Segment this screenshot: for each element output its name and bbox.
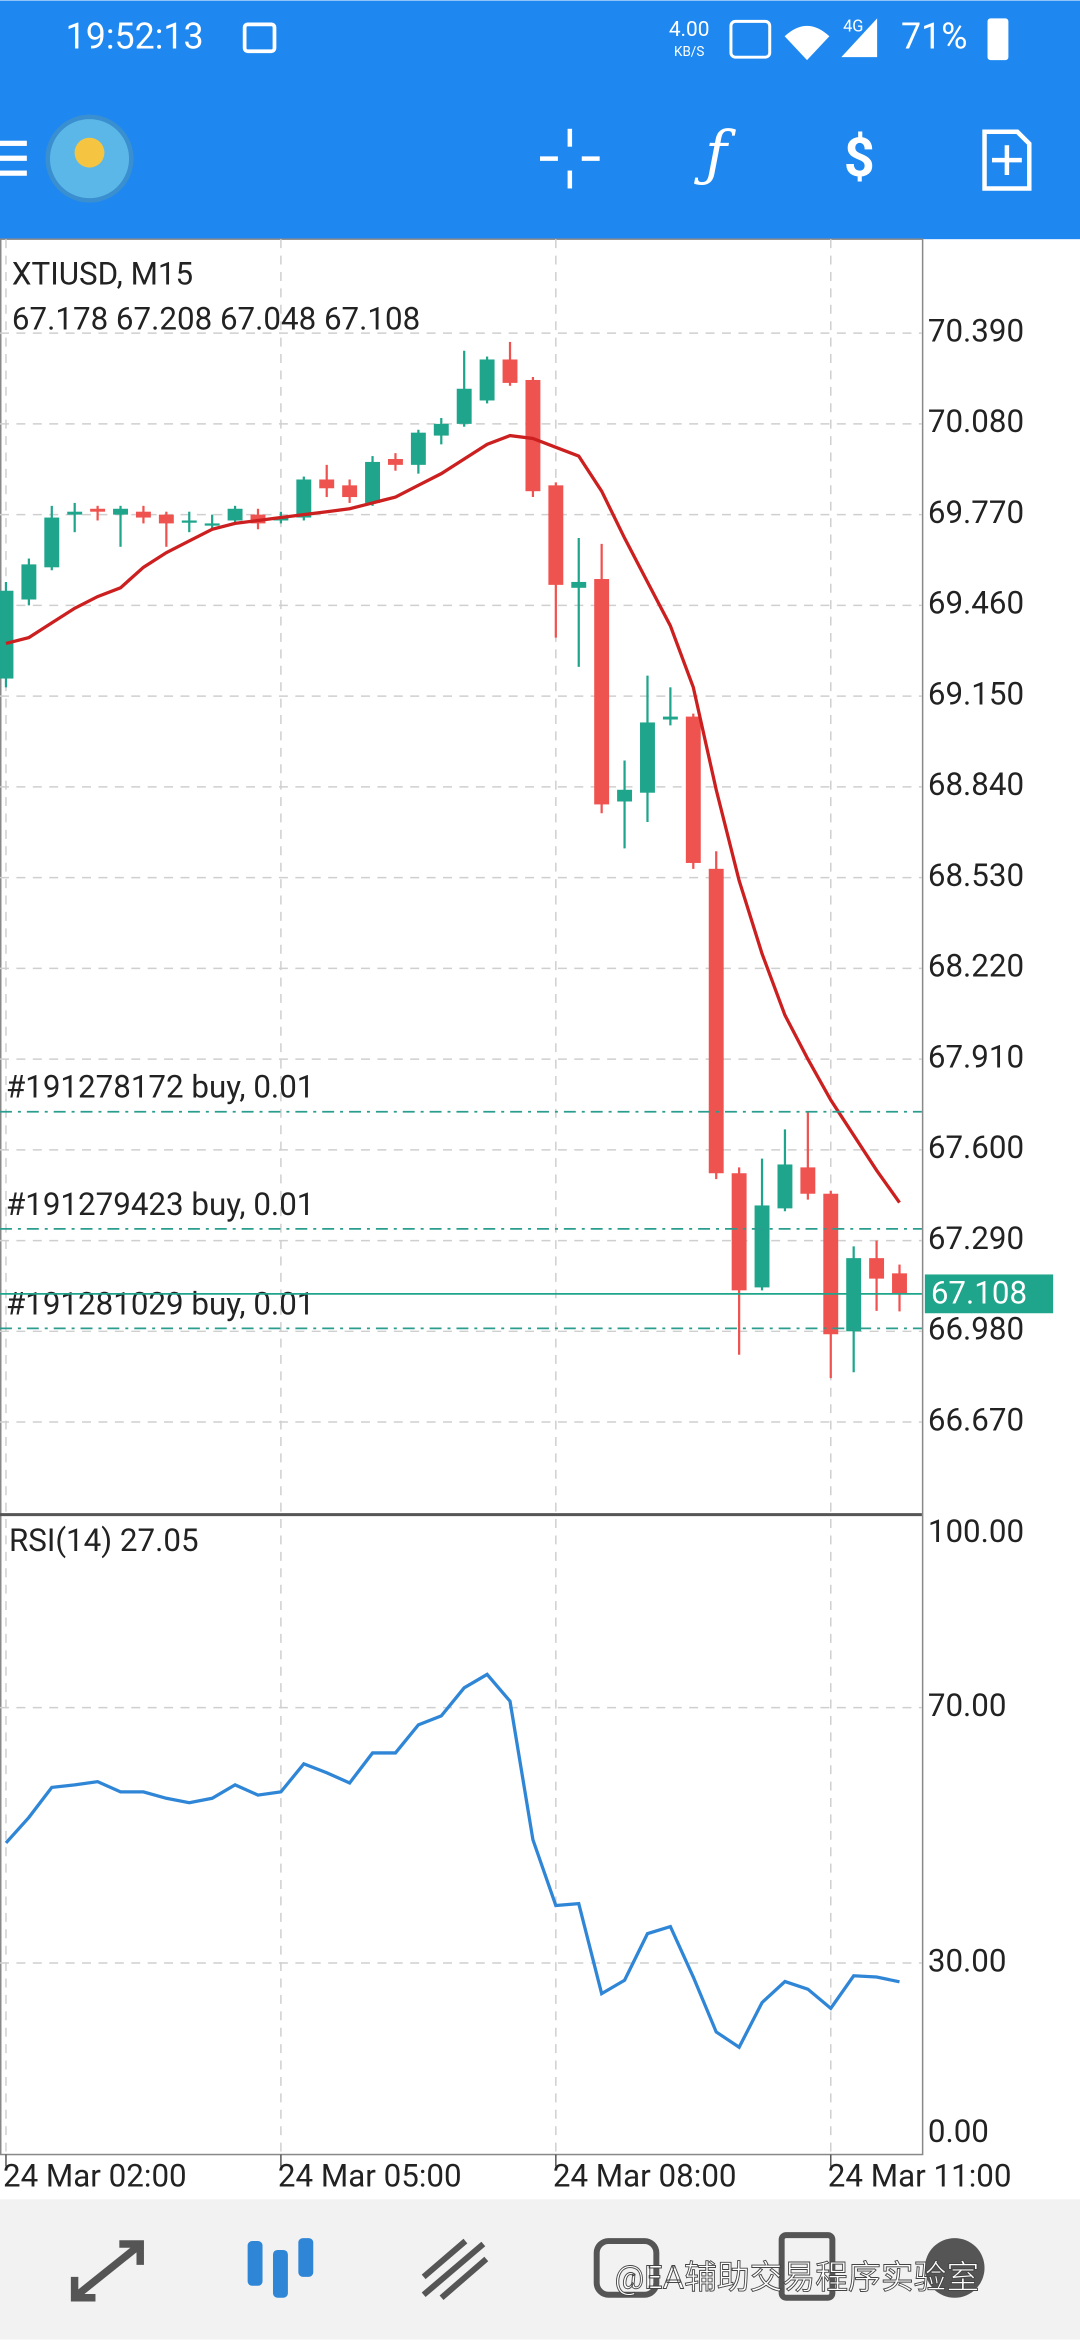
candle-body (365, 461, 381, 503)
moving-average (5, 433, 901, 1204)
y-tick-label: 0.00 (928, 2113, 989, 2150)
candle-body (113, 508, 128, 515)
candle-body (662, 716, 678, 720)
chart-title: XTIUSD, M15 (12, 256, 193, 293)
volte-icon (729, 19, 772, 59)
candle-body (617, 789, 633, 802)
candle-body (319, 479, 335, 489)
rsi-title: RSI(14) 27.05 (9, 1522, 199, 1559)
trade-tab[interactable] (421, 2238, 489, 2300)
y-tick-label: 68.530 (928, 857, 1024, 894)
order-label: #191278172 buy, 0.01 (6, 1069, 314, 1106)
candle-body (754, 1205, 770, 1288)
app-logo-dot (74, 137, 105, 168)
candle-body (67, 511, 83, 515)
y-tick-label: 69.150 (928, 675, 1024, 712)
candle-body (708, 868, 724, 1174)
x-tick-label: 24 Mar 11:00 (828, 2158, 1012, 2195)
network-type: 4G (843, 18, 863, 37)
candle-body (296, 479, 312, 518)
y-tick-label: 67.290 (928, 1220, 1024, 1257)
y-tick-label: 67.600 (928, 1129, 1024, 1166)
quotes-tab[interactable] (70, 2240, 144, 2302)
y-tick-label: 30.00 (928, 1942, 1007, 1979)
top-bar (0, 0, 1080, 240)
candle-body (387, 459, 403, 465)
y-tick-label: 69.460 (928, 585, 1024, 622)
y-tick-label: 100.00 (928, 1513, 1024, 1550)
y-tick-label: 70.390 (928, 312, 1024, 349)
y-tick-label: 66.980 (928, 1311, 1024, 1348)
candle-body (685, 716, 701, 863)
candle-body (548, 485, 564, 585)
candle-body (571, 581, 587, 588)
order-label: #191281029 buy, 0.01 (6, 1285, 314, 1322)
crosshair-button[interactable] (540, 128, 600, 189)
x-tick-label: 24 Mar 02:00 (3, 2158, 187, 2195)
x-tick-label: 24 Mar 05:00 (278, 2158, 462, 2195)
battery-icon (987, 18, 1009, 61)
candle-body (800, 1167, 816, 1194)
trade-button[interactable]: $ (844, 127, 875, 190)
messages-tab[interactable] (924, 2238, 985, 2298)
new-order-button[interactable] (982, 129, 1032, 191)
order-label: #191279423 buy, 0.01 (6, 1186, 314, 1223)
candle-body (456, 388, 472, 424)
candle-body (479, 359, 495, 401)
candle-body (502, 359, 518, 383)
candle-body (227, 508, 243, 521)
candle-body (204, 523, 220, 526)
y-tick-label: 68.220 (928, 948, 1024, 985)
last-price-tag (924, 1274, 1054, 1314)
chart-frame (0, 238, 924, 2156)
candle-body (44, 517, 60, 568)
battery-level: 71% (901, 16, 967, 58)
menu-button[interactable] (0, 140, 27, 176)
candle-body (594, 579, 610, 805)
candle-body (525, 379, 541, 492)
net-speed: 4.00 (669, 18, 710, 42)
rsi-line (4, 1672, 900, 2050)
y-tick-label: 66.670 (928, 1401, 1024, 1438)
y-tick-label: 68.840 (928, 766, 1024, 803)
candle-body (181, 520, 197, 523)
journal-tab[interactable] (778, 2232, 836, 2301)
clock: 19:52:13 (66, 16, 204, 58)
candle-body (21, 564, 37, 600)
candle-body (731, 1173, 747, 1291)
candle-body (0, 590, 14, 679)
candle-body (433, 423, 449, 436)
y-tick-label: 67.910 (928, 1038, 1024, 1075)
candle-body (410, 432, 426, 465)
candle-body (869, 1258, 885, 1279)
candle-body (90, 508, 106, 512)
candle-body (892, 1273, 907, 1294)
gallery-icon (242, 22, 277, 54)
candle-body (342, 485, 358, 498)
candle-body (135, 511, 151, 518)
candle-body (823, 1193, 839, 1335)
bottom-nav (0, 2199, 1080, 2340)
last-price-label: 67.108 (931, 1275, 1027, 1312)
y-tick-label: 70.080 (928, 403, 1024, 440)
net-speed-unit: KB/S (674, 45, 704, 60)
candle-body (640, 722, 655, 793)
signal-icon (841, 18, 878, 58)
ohlc-readout: 67.178 67.208 67.048 67.108 (12, 300, 420, 337)
y-tick-label: 70.00 (928, 1687, 1007, 1724)
chart-tab[interactable] (247, 2238, 314, 2298)
x-tick-label: 24 Mar 08:00 (553, 2158, 737, 2195)
y-tick-label: 69.770 (928, 494, 1024, 531)
candle-body (777, 1164, 793, 1209)
candle-body (158, 514, 174, 524)
history-tab[interactable] (593, 2238, 660, 2298)
wifi-icon (784, 25, 830, 61)
watermark: @EA辅助交易程序实验室 (615, 2260, 980, 2298)
